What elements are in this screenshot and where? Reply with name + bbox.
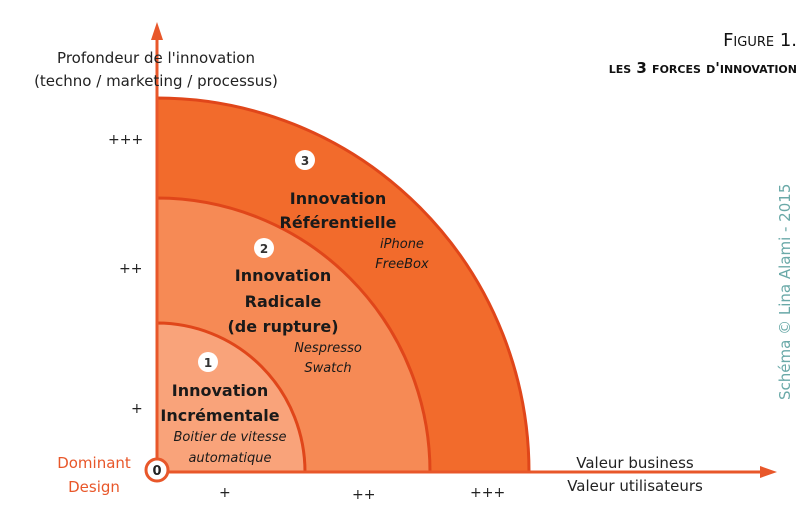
x-axis-title-line2: Valeur utilisateurs xyxy=(567,477,703,495)
zone-2-title-line2: Radicale xyxy=(244,292,322,311)
figure-title: les 3 forces d'innovation xyxy=(608,59,797,77)
zone-2-example-line1: Nespresso xyxy=(294,341,362,356)
zone-1-title-line2: Incrémentale xyxy=(160,406,280,425)
x-axis-title-line1: Valeur business xyxy=(576,454,694,472)
zone-2-title-line1: Innovation xyxy=(234,266,332,285)
x-tick-medium: ++ xyxy=(352,487,376,503)
zone-2-example-line2: Swatch xyxy=(304,361,352,376)
y-tick-low: + xyxy=(131,401,143,417)
zone-2-number: 2 xyxy=(260,242,268,256)
figure-label: Figure 1. xyxy=(723,30,797,51)
x-axis-arrowhead xyxy=(760,466,777,478)
zone-1-number: 1 xyxy=(204,356,212,370)
origin-circle xyxy=(144,457,170,483)
y-axis-arrowhead xyxy=(151,22,163,40)
zone-2-title-line3: (de rupture) xyxy=(227,317,339,336)
zone-2-badge xyxy=(254,238,274,258)
x-tick-low: + xyxy=(219,485,231,501)
y-tick-high: +++ xyxy=(108,132,144,148)
x-tick-high: +++ xyxy=(470,485,506,501)
y-axis-title-line1: Profondeur de l'innovation xyxy=(57,49,255,67)
y-axis-title-line2: (techno / marketing / processus) xyxy=(34,72,278,90)
zone-1-area xyxy=(155,321,307,474)
zone-1-example-line1: Boitier de vitesse xyxy=(173,430,287,445)
origin-label-line2: Design xyxy=(68,478,120,496)
zone-3-example-line2: FreeBox xyxy=(375,257,429,272)
zone-3-title-line2: Référentielle xyxy=(279,213,397,232)
zone-1-title-line1: Innovation xyxy=(171,381,269,400)
zone-3-number: 3 xyxy=(301,154,309,168)
credit-text: Schéma © Lina Alami - 2015 xyxy=(776,183,794,400)
y-tick-medium: ++ xyxy=(119,261,143,277)
zone-1-example-line2: automatique xyxy=(188,451,272,466)
zone-3-title-line1: Innovation xyxy=(289,189,387,208)
origin-number: 0 xyxy=(152,464,161,479)
zone-3-badge xyxy=(295,150,315,170)
zone-3-example-line1: iPhone xyxy=(380,237,424,252)
origin-label-line1: Dominant xyxy=(57,454,131,472)
zone-1-badge xyxy=(198,352,218,372)
